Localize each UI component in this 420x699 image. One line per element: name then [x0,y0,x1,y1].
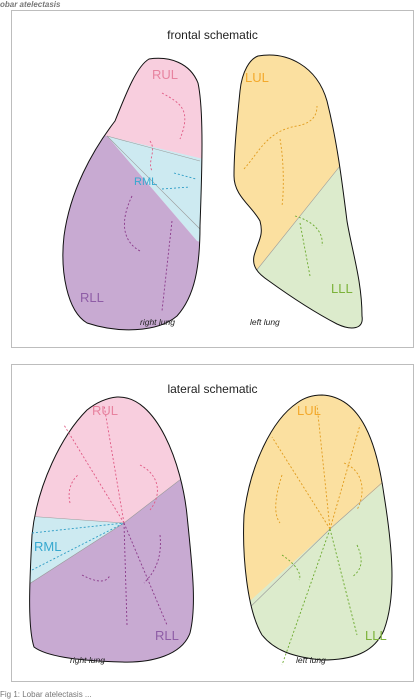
lateral-rml-label: RML [34,539,61,554]
rll-region [62,111,202,330]
frontal-lul-label: LUL [245,70,269,85]
lateral-rll-label: RLL [155,628,179,643]
lat-rml-region [29,515,124,595]
frontal-panel: frontal schematic [11,10,414,348]
rml-region [107,136,202,246]
frontal-title: frontal schematic [167,28,258,42]
lateral-lll-label: LLL [365,628,387,643]
frontal-diagram: RUL RML RLL LUL LLL right lung left lung [62,54,363,331]
figure-caption: Fig 1: Lobar atelectasis ... [0,690,92,699]
lateral-right-caption: right lung [70,655,105,665]
frontal-rml-label: RML [134,176,157,188]
frontal-rul-label: RUL [152,67,178,82]
frontal-left-caption: left lung [250,317,280,327]
lateral-left-caption: left lung [296,655,326,665]
lat-rll-region [29,455,194,663]
lateral-lul-label: LUL [297,403,321,418]
lateral-rul-label: RUL [92,403,118,418]
frontal-right-caption: right lung [140,317,175,327]
lateral-panel: lateral schematic [11,364,414,682]
page-header: obar atelectasis [0,0,61,9]
lateral-diagram: RUL RML RLL LUL LLL right lung left lung [29,394,393,666]
frontal-lll-label: LLL [331,281,353,296]
frontal-rll-label: RLL [80,290,104,305]
lateral-title: lateral schematic [167,382,258,396]
lat-lll-region [243,455,392,660]
